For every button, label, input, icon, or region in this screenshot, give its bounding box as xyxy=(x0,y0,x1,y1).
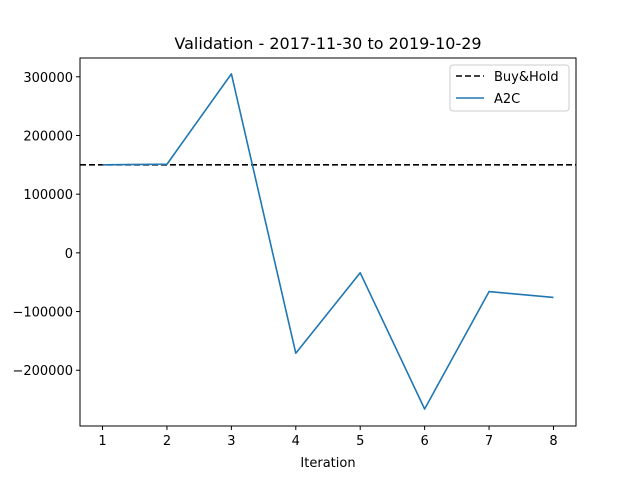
x-tick-label: 6 xyxy=(420,434,428,449)
legend-label-buy-hold: Buy&Hold xyxy=(494,70,559,85)
y-tick-label: −200000 xyxy=(12,364,73,379)
x-tick-label: 8 xyxy=(549,434,557,449)
x-tick-label: 7 xyxy=(485,434,493,449)
x-tick-label: 4 xyxy=(292,434,300,449)
y-tick-label: −100000 xyxy=(12,306,73,321)
x-tick-label: 1 xyxy=(98,434,106,449)
y-tick-label: 300000 xyxy=(23,71,73,86)
x-tick-label: 3 xyxy=(227,434,235,449)
legend: Buy&Hold A2C xyxy=(449,64,570,112)
x-tick-label: 2 xyxy=(163,434,171,449)
chart-title: Validation - 2017-11-30 to 2019-10-29 xyxy=(174,34,481,53)
y-tick-label: 100000 xyxy=(23,188,73,203)
plot-area: 1 2 3 4 5 6 7 8 300000 200000 100000 0 −100000 −20000… xyxy=(12,57,577,449)
axes-frame xyxy=(79,57,577,427)
x-tick-label: 5 xyxy=(356,434,364,449)
y-tick-label: 0 xyxy=(65,247,73,262)
x-axis-label: Iteration xyxy=(300,456,355,471)
y-tick-label: 200000 xyxy=(23,129,73,144)
legend-label-a2c: A2C xyxy=(494,92,520,107)
series-line-a2c xyxy=(102,73,554,410)
